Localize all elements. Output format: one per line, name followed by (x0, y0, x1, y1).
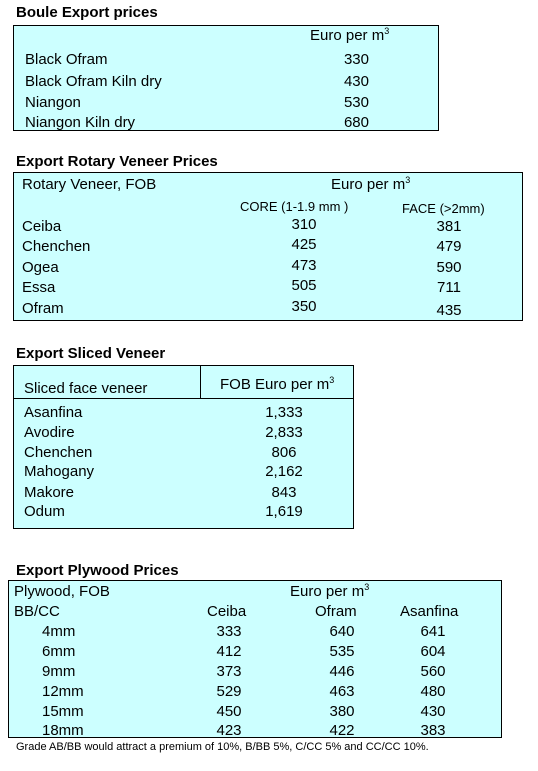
plywood-row-size: 12mm (42, 683, 84, 700)
boule-row-value: 430 (343, 73, 369, 90)
plywood-grade: BB/CC (14, 603, 60, 620)
rotary-row-face: 590 (436, 259, 462, 276)
rotary-row-core: 473 (291, 257, 317, 274)
plywood-col-asanfina: Asanfina (400, 603, 459, 620)
plywood-row-asanfina: 560 (420, 663, 446, 680)
sliced-row-name: Odum (24, 503, 65, 520)
plywood-row-size: 18mm (42, 722, 84, 739)
plywood-row-ceiba: 450 (216, 703, 242, 720)
boule-table: Euro per m3 Black Ofram 330 Black Ofram … (13, 25, 439, 131)
plywood-row-ofram: 446 (329, 663, 355, 680)
plywood-row-ofram: 380 (329, 703, 355, 720)
rotary-label: Rotary Veneer, FOB (22, 176, 157, 193)
rotary-row-core: 505 (291, 277, 317, 294)
boule-row-value: 530 (343, 94, 369, 111)
rotary-header: Euro per m3 (331, 175, 411, 194)
plywood-row-ofram: 422 (329, 722, 355, 739)
plywood-row-asanfina: 430 (420, 703, 446, 720)
plywood-row-asanfina: 383 (420, 722, 446, 739)
sliced-row-value: 843 (271, 484, 297, 501)
rotary-row-name: Chenchen (22, 238, 91, 255)
rotary-row-face: 435 (436, 302, 462, 319)
plywood-row-ceiba: 423 (216, 722, 242, 739)
plywood-table: Plywood, FOB Euro per m3 BB/CC Ceiba Ofr… (8, 580, 502, 739)
plywood-row-ceiba: 412 (216, 643, 242, 660)
rotary-row-core: 350 (291, 298, 317, 315)
sliced-row-name: Makore (24, 484, 75, 501)
sliced-row-value: 1,619 (265, 503, 303, 520)
sliced-header-divider (14, 398, 353, 399)
plywood-row-ofram: 535 (329, 643, 355, 660)
boule-row-name: Black Ofram (25, 51, 108, 68)
plywood-row-size: 15mm (42, 703, 84, 720)
plywood-row-size: 4mm (42, 623, 76, 640)
boule-row-name: Niangon (25, 94, 81, 111)
sliced-row-name: Mahogany (24, 463, 95, 480)
boule-row-value: 680 (343, 114, 369, 131)
sliced-row-value: 806 (271, 444, 297, 461)
plywood-col-ofram: Ofram (315, 603, 357, 620)
sliced-table: Sliced face veneer FOB Euro per m3 Asanf… (13, 365, 354, 529)
rotary-title: Export Rotary Veneer Prices (16, 153, 218, 170)
sliced-row-name: Avodire (24, 424, 75, 441)
rotary-row-face: 479 (436, 238, 462, 255)
rotary-table: Rotary Veneer, FOB Euro per m3 CORE (1-1… (13, 172, 523, 321)
plywood-footnote: Grade AB/BB would attract a premium of 1… (16, 741, 429, 753)
sliced-title: Export Sliced Veneer (16, 345, 166, 362)
plywood-row-ceiba: 529 (216, 683, 242, 700)
rotary-col-core: CORE (1-1.9 mm ) (240, 199, 349, 214)
rotary-row-core: 310 (291, 216, 317, 233)
rotary-row-name: Ceiba (22, 218, 62, 235)
plywood-row-ofram: 640 (329, 623, 355, 640)
boule-row-name: Niangon Kiln dry (25, 114, 136, 131)
sliced-row-name: Asanfina (24, 404, 83, 421)
sliced-row-value: 2,833 (265, 424, 303, 441)
plywood-col-ceiba: Ceiba (207, 603, 247, 620)
sliced-label: Sliced face veneer (24, 380, 148, 397)
boule-header: Euro per m3 (310, 26, 390, 45)
plywood-row-asanfina: 480 (420, 683, 446, 700)
plywood-label: Plywood, FOB (14, 583, 110, 600)
rotary-row-name: Essa (22, 279, 56, 296)
sliced-header: FOB Euro per m3 (220, 375, 335, 394)
plywood-header: Euro per m3 (290, 582, 370, 601)
plywood-row-asanfina: 641 (420, 623, 446, 640)
plywood-row-size: 9mm (42, 663, 76, 680)
rotary-row-name: Ofram (22, 300, 64, 317)
plywood-row-ofram: 463 (329, 683, 355, 700)
rotary-row-name: Ogea (22, 259, 59, 276)
plywood-row-ceiba: 373 (216, 663, 242, 680)
sliced-row-value: 2,162 (265, 463, 303, 480)
plywood-row-size: 6mm (42, 643, 76, 660)
sliced-header-separator (200, 366, 201, 398)
boule-row-value: 330 (343, 51, 369, 68)
boule-row-name: Black Ofram Kiln dry (25, 73, 162, 90)
rotary-row-face: 711 (437, 279, 461, 296)
sliced-row-value: 1,333 (265, 404, 303, 421)
plywood-row-ceiba: 333 (216, 623, 242, 640)
plywood-row-asanfina: 604 (420, 643, 446, 660)
boule-title: Boule Export prices (16, 4, 158, 21)
plywood-title: Export Plywood Prices (16, 562, 179, 579)
sliced-row-name: Chenchen (24, 444, 93, 461)
rotary-col-face: FACE (>2mm) (402, 201, 485, 216)
rotary-row-face: 381 (436, 218, 462, 235)
rotary-row-core: 425 (291, 236, 317, 253)
